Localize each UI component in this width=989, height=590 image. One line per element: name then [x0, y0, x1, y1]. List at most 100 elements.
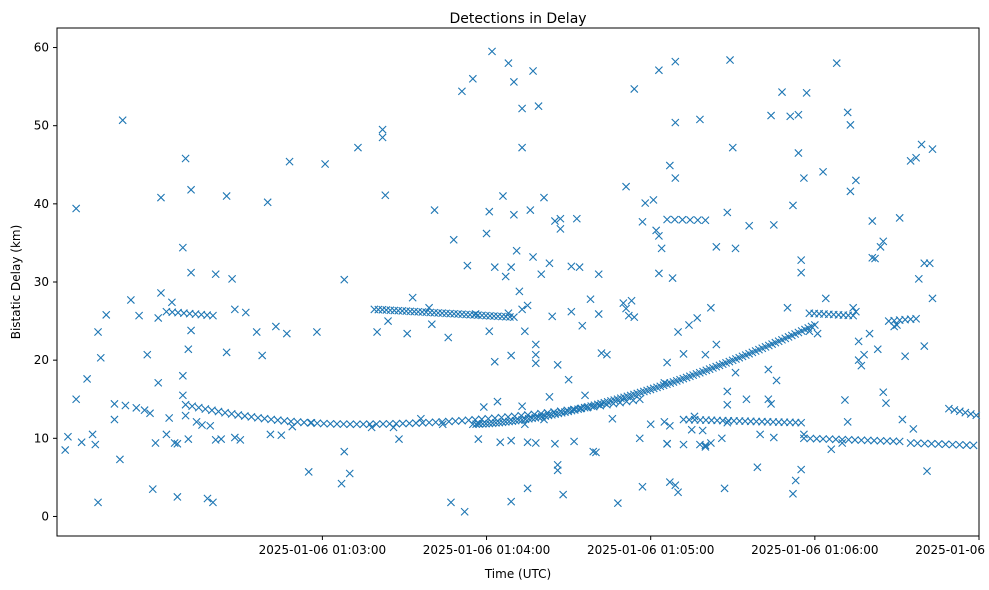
- data-point: [143, 350, 152, 359]
- data-point: [405, 419, 414, 428]
- data-point: [638, 482, 647, 491]
- data-point: [271, 322, 280, 331]
- data-point: [495, 418, 504, 427]
- data-point: [668, 274, 677, 283]
- data-point: [485, 419, 494, 428]
- data-point: [613, 499, 622, 508]
- data-point: [529, 66, 538, 75]
- data-point: [187, 268, 196, 277]
- data-point: [208, 311, 217, 320]
- data-point: [94, 498, 103, 507]
- data-point: [769, 220, 778, 229]
- data-point: [654, 269, 663, 278]
- data-point: [863, 436, 872, 445]
- data-point: [679, 440, 688, 449]
- data-point: [674, 328, 683, 337]
- data-point: [228, 274, 237, 283]
- data-point: [881, 399, 890, 408]
- data-point: [898, 415, 907, 424]
- data-point: [652, 226, 661, 235]
- data-point: [665, 161, 674, 170]
- data-point: [545, 392, 554, 401]
- data-point: [554, 409, 563, 418]
- data-point: [920, 342, 929, 351]
- data-point: [173, 439, 182, 448]
- data-point: [646, 420, 655, 429]
- data-point: [457, 87, 466, 96]
- data-point: [586, 295, 595, 304]
- data-point: [263, 198, 272, 207]
- data-point: [201, 404, 210, 413]
- data-point: [140, 406, 149, 415]
- data-point: [608, 414, 617, 423]
- data-point: [135, 311, 144, 320]
- data-point: [444, 417, 453, 426]
- data-point: [550, 439, 559, 448]
- data-point: [203, 494, 212, 503]
- data-point: [121, 401, 130, 410]
- data-point: [221, 408, 230, 417]
- data-point: [720, 484, 729, 493]
- data-point: [594, 310, 603, 319]
- data-point: [83, 374, 92, 383]
- data-point: [879, 237, 888, 246]
- data-point: [254, 413, 262, 422]
- data-point: [507, 263, 516, 272]
- data-point: [895, 213, 904, 222]
- data-point: [178, 371, 187, 380]
- data-point: [850, 435, 859, 444]
- x-tick-label: 2025-01-06 01:04:00: [423, 543, 550, 557]
- data-point: [731, 244, 740, 253]
- data-point: [359, 420, 368, 429]
- data-point: [518, 143, 527, 152]
- data-point: [184, 345, 193, 354]
- data-point: [849, 311, 858, 320]
- data-point: [345, 469, 354, 478]
- data-point: [534, 413, 543, 422]
- data-point: [788, 489, 797, 498]
- data-point: [468, 420, 477, 429]
- data-point: [378, 125, 387, 134]
- data-point: [786, 112, 795, 121]
- data-point: [712, 340, 721, 349]
- data-point: [531, 439, 540, 447]
- data-point: [286, 417, 295, 426]
- data-point: [312, 328, 321, 337]
- data-point: [504, 59, 513, 68]
- data-point: [619, 299, 628, 308]
- data-point: [627, 296, 636, 305]
- data-point: [671, 481, 680, 490]
- data-point: [701, 216, 710, 225]
- data-point: [115, 455, 124, 464]
- data-point: [509, 210, 518, 219]
- data-point: [876, 436, 885, 445]
- data-point: [514, 416, 523, 425]
- data-point: [622, 182, 631, 191]
- data-point: [501, 272, 510, 281]
- data-point: [914, 274, 923, 283]
- data-point: [479, 403, 488, 412]
- data-point: [475, 420, 484, 429]
- data-point: [665, 478, 674, 487]
- data-point: [654, 66, 663, 75]
- data-point: [819, 434, 828, 443]
- data-point: [181, 154, 190, 163]
- data-point: [531, 413, 540, 422]
- data-point: [488, 419, 497, 428]
- data-point: [712, 242, 721, 251]
- data-point: [408, 293, 417, 302]
- data-point: [843, 108, 852, 117]
- data-point: [518, 402, 527, 411]
- data-point: [635, 434, 644, 443]
- data-point: [742, 395, 751, 404]
- data-point: [548, 312, 557, 321]
- data-point: [802, 88, 811, 97]
- data-point: [353, 143, 362, 152]
- data-point: [394, 435, 403, 444]
- data-point: [630, 313, 639, 322]
- data-point: [110, 415, 119, 424]
- data-point: [797, 465, 806, 474]
- data-point: [821, 294, 830, 303]
- plot-area: [56, 27, 980, 537]
